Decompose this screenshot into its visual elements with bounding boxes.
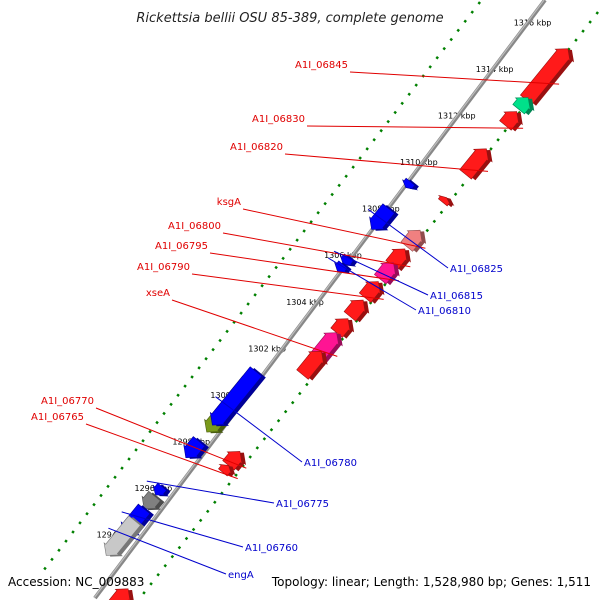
leader-line <box>367 208 449 269</box>
gene-arrow <box>141 490 161 510</box>
leader-line <box>171 299 338 357</box>
gene-feature[interactable] <box>296 350 328 381</box>
gene-a1i-06845[interactable] <box>519 48 574 106</box>
scale-tick-label: 1310 kbp <box>400 158 438 167</box>
gene-label-a1i-06790[interactable]: A1I_06790 <box>137 262 190 273</box>
gene-label-a1i-06780[interactable]: A1I_06780 <box>304 458 357 469</box>
gene-a1i-06825[interactable] <box>369 203 399 231</box>
leader-line <box>328 257 417 311</box>
gene-labels: A1I_06845 A1I_06830 A1I_06820 ksgA A1I_06800… <box>31 60 503 581</box>
leader-line <box>95 407 247 469</box>
leader-line <box>349 71 560 85</box>
leader-line <box>209 252 399 282</box>
scale-tick-label: 1316 kbp <box>514 18 552 27</box>
gene-arrow <box>103 515 141 556</box>
gene-feature[interactable] <box>512 97 535 116</box>
gene-label-a1i-06800[interactable]: A1I_06800 <box>168 221 221 232</box>
gene-arrow <box>343 299 366 322</box>
gene-label-enga[interactable]: engA <box>228 570 254 581</box>
gene-label-a1i-06845[interactable]: A1I_06845 <box>295 60 348 71</box>
gene-label-ksga[interactable]: ksgA <box>217 197 241 208</box>
scale-tick-label: 1304 kbp <box>286 298 324 307</box>
leader-line <box>191 273 384 300</box>
gene-feature[interactable] <box>141 490 165 511</box>
gene-label-a1i-06760[interactable]: A1I_06760 <box>245 543 298 554</box>
gene-leader-lines <box>85 71 560 575</box>
leader-line <box>222 232 411 268</box>
gene-feature[interactable] <box>343 299 370 323</box>
gene-arrow <box>152 482 167 496</box>
gene-label-a1i-06770[interactable]: A1I_06770 <box>41 396 94 407</box>
gene-a1i-06820[interactable] <box>459 148 493 181</box>
gene-arrow <box>369 203 395 230</box>
gene-arrow <box>437 195 451 207</box>
leader-line <box>242 208 426 249</box>
gene-label-a1i-06815[interactable]: A1I_06815 <box>430 291 483 302</box>
scale-tick-label: 1302 kbp <box>248 344 286 353</box>
gene-a1i-06830[interactable] <box>499 111 523 132</box>
genome-backbone-highlight <box>93 0 545 599</box>
map-title: Rickettsia bellii OSU 85-389, complete g… <box>136 11 443 26</box>
genome-summary-text: Topology: linear; Length: 1,528,980 bp; … <box>271 575 591 589</box>
gene-feature[interactable] <box>330 318 355 339</box>
gene-feature[interactable] <box>402 177 419 191</box>
gene-arrow <box>459 148 489 180</box>
leader-line <box>284 153 489 172</box>
leader-line <box>306 125 524 129</box>
leader-line <box>121 511 244 548</box>
gene-label-a1i-06820[interactable]: A1I_06820 <box>230 142 283 153</box>
gene-arrow <box>330 318 351 338</box>
leader-line <box>108 527 227 575</box>
gene-feature[interactable] <box>437 195 455 208</box>
gene-arrow <box>499 111 520 131</box>
gene-arrow <box>209 366 263 426</box>
gene-arrow <box>512 97 531 115</box>
gene-arrow <box>296 350 324 380</box>
gene-arrow <box>108 588 131 600</box>
scale-tick-label: 1296 kbp <box>135 484 173 493</box>
gene-label-a1i-06810[interactable]: A1I_06810 <box>418 306 471 317</box>
gene-enga[interactable] <box>103 515 145 557</box>
gene-features <box>96 48 574 600</box>
leader-line <box>215 396 303 463</box>
gene-arrow <box>218 463 232 477</box>
gene-label-a1i-06765[interactable]: A1I_06765 <box>31 412 84 423</box>
gene-label-xsea[interactable]: xseA <box>146 288 170 299</box>
gene-a1i-06775[interactable] <box>152 482 171 497</box>
leader-line <box>146 480 275 504</box>
leader-line <box>333 250 429 296</box>
gene-feature[interactable] <box>96 588 134 600</box>
accession-text: Accession: NC_009883 <box>8 575 144 589</box>
gene-arrow <box>519 48 571 106</box>
gene-feature[interactable] <box>209 366 266 427</box>
gene-arrow <box>402 177 416 190</box>
gene-label-a1i-06795[interactable]: A1I_06795 <box>155 241 208 252</box>
gene-label-a1i-06825[interactable]: A1I_06825 <box>450 264 503 275</box>
leader-line <box>85 423 238 480</box>
genome-backbone <box>93 0 547 600</box>
gene-label-a1i-06830[interactable]: A1I_06830 <box>252 114 305 125</box>
gene-label-a1i-06775[interactable]: A1I_06775 <box>276 499 329 510</box>
gene-a1i-06765[interactable] <box>218 463 236 478</box>
